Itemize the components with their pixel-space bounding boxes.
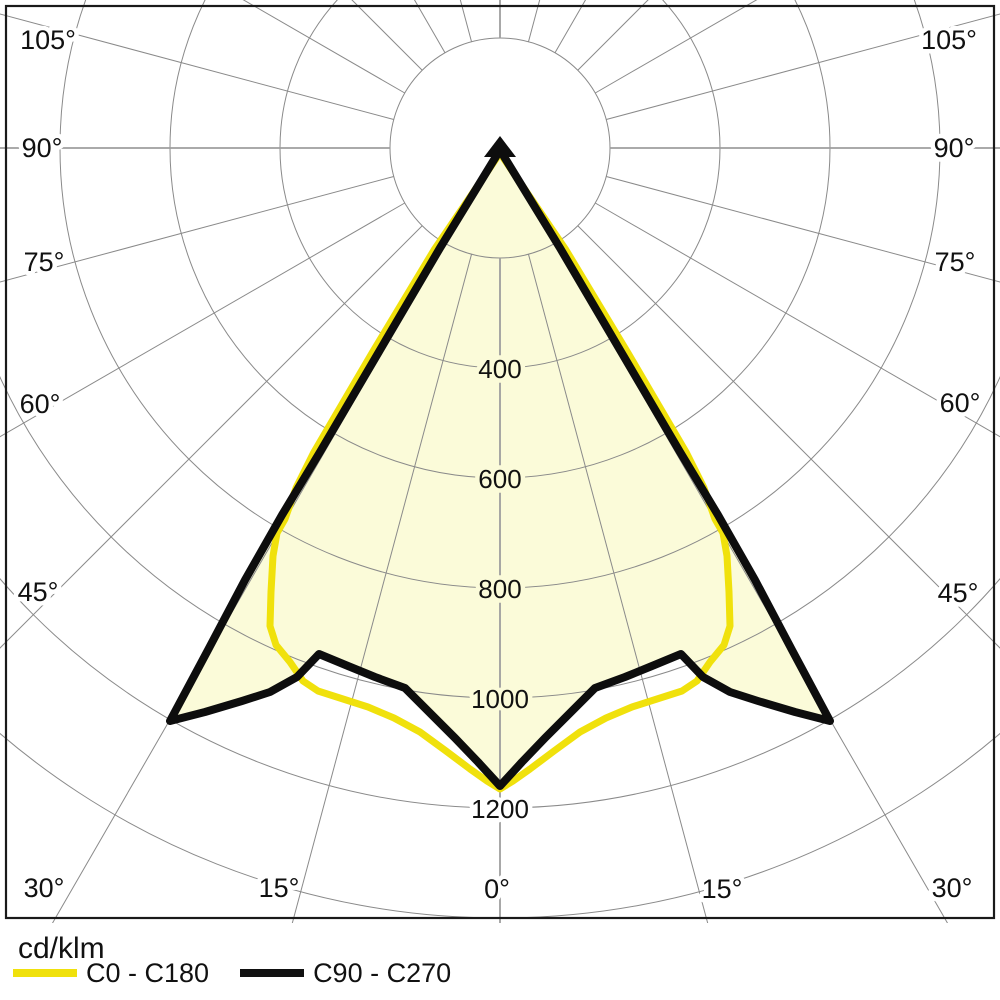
grid-spoke bbox=[291, 254, 473, 923]
angle-label: 0° bbox=[484, 874, 510, 904]
radial-tick-label: 600 bbox=[478, 464, 521, 494]
angle-label: 105° bbox=[921, 25, 977, 55]
legend-swatch-c90-c270 bbox=[240, 969, 305, 977]
radial-tick-label: 1200 bbox=[471, 794, 529, 824]
grid-spoke bbox=[577, 225, 1000, 649]
grid-spoke bbox=[527, 254, 709, 923]
grid-spoke bbox=[606, 13, 1000, 121]
angle-label: 60° bbox=[940, 388, 981, 418]
curve-c90-c270 bbox=[166, 146, 834, 790]
angle-label: 75° bbox=[935, 247, 976, 277]
grid-spoke bbox=[0, 225, 423, 649]
angle-label: 60° bbox=[20, 389, 61, 419]
angle-label: 15° bbox=[259, 873, 300, 903]
center-arrow-icon bbox=[484, 136, 516, 157]
grid-spoke bbox=[0, 13, 394, 121]
angle-label: 45° bbox=[938, 578, 979, 608]
angle-label: 75° bbox=[24, 247, 65, 277]
grid-spoke bbox=[595, 202, 1000, 438]
radial-tick-label: 1000 bbox=[471, 684, 529, 714]
legend-label-c0-c180: C0 - C180 bbox=[86, 957, 210, 988]
angle-label: 90° bbox=[934, 133, 975, 163]
chart-frame bbox=[4, 4, 996, 920]
angle-label: 15° bbox=[702, 874, 743, 904]
angle-label: 45° bbox=[18, 577, 59, 607]
grid-spoke bbox=[0, 202, 405, 438]
angle-label: 30° bbox=[932, 873, 973, 903]
legend-swatch-c0-c180 bbox=[13, 969, 77, 977]
legend: C0 - C180 C90 - C270 bbox=[13, 958, 451, 988]
radial-tick-label: 800 bbox=[478, 574, 521, 604]
angle-label: 90° bbox=[22, 133, 63, 163]
grid-spoke bbox=[606, 175, 1000, 283]
legend-label-c90-c270: C90 - C270 bbox=[313, 957, 452, 988]
grid-spoke bbox=[0, 175, 394, 283]
angle-label: 30° bbox=[24, 873, 65, 903]
radial-tick-label: 400 bbox=[478, 354, 521, 384]
angle-label: 105° bbox=[20, 25, 76, 55]
legend-units-label: cd/klm bbox=[18, 932, 105, 965]
